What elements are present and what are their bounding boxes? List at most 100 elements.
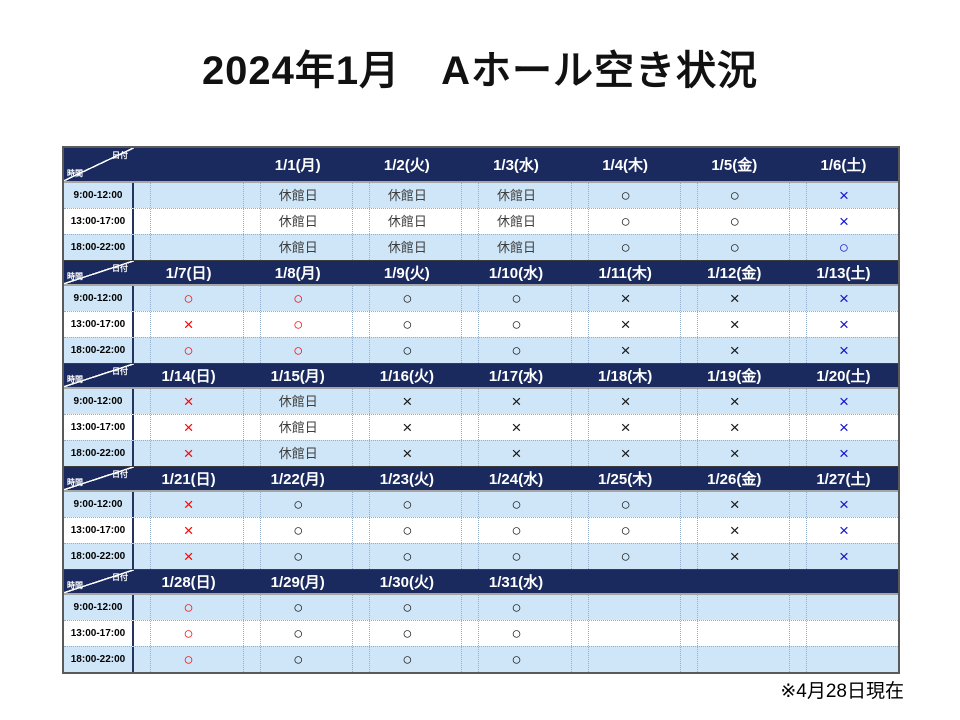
availability-cell: × xyxy=(570,415,680,440)
date-header: 1/20(土) xyxy=(816,368,871,385)
time-slot-label: 18:00-22:00 xyxy=(64,338,134,363)
date-header: 1/15(月) xyxy=(270,368,325,385)
time-slot-row: 18:00-22:00 × 休館日 × × × × × xyxy=(64,440,898,466)
availability-cell: × xyxy=(679,286,789,311)
availability-cell: × xyxy=(461,415,570,440)
date-header xyxy=(789,570,898,593)
week-header-row: 日付 時間 1/14(日) 1/15(月) 1/16(火) 1/17(水) 1/18(木) 1… xyxy=(64,363,898,389)
corner-cell: 日付時間 xyxy=(64,570,134,593)
corner-date-label: 日付 xyxy=(112,367,128,376)
time-slot-label: 13:00-17:00 xyxy=(64,415,134,440)
date-header: 1/24(水) xyxy=(488,471,544,488)
corner-cell: 日付 時間 xyxy=(64,467,134,490)
week-header-row: 日付 時間 1/1(月) 1/2(火) 1/3(水) 1/4(木) 1/5(金) 1/6(土) xyxy=(64,148,898,183)
availability-cell: ○ xyxy=(352,647,461,672)
time-slot-label: 18:00-22:00 xyxy=(64,441,134,466)
corner-cell: 日付 時間 xyxy=(64,261,134,284)
availability-cell: × xyxy=(679,518,789,543)
page-title: 2024年1月 Aホール空き状況 xyxy=(201,49,759,93)
time-slot-label: 13:00-17:00 xyxy=(64,209,134,234)
time-slot-row: 18:00-22:00 ○ ○ ○ ○ × × × xyxy=(64,337,898,363)
corner-time-label: 時間 xyxy=(67,169,83,178)
availability-cell: ○ xyxy=(134,286,243,311)
week-header-row: 日付 時間 1/7(日) 1/8(月) 1/9(火) 1/10(水) 1/11(木) 1/12… xyxy=(64,260,898,286)
availability-cell xyxy=(788,647,898,672)
availability-cell: × xyxy=(134,492,243,517)
availability-cell: ○ xyxy=(134,647,243,672)
availability-cell: ○ xyxy=(352,621,461,646)
availability-cell xyxy=(570,595,680,620)
availability-cell: × xyxy=(679,312,789,337)
time-slot-label: 13:00-17:00 xyxy=(64,312,134,337)
date-header: 1/11(木) xyxy=(598,265,652,282)
availability-cell: ○ xyxy=(461,647,570,672)
date-header: 1/8(月) xyxy=(274,265,321,282)
availability-cell: ○ xyxy=(679,183,789,208)
availability-cell: 休館日 xyxy=(461,235,570,260)
availability-cell: × xyxy=(679,492,789,517)
availability-cell: × xyxy=(570,312,680,337)
time-slot-label: 9:00-12:00 xyxy=(64,183,134,208)
availability-cell: 休館日 xyxy=(243,415,352,440)
availability-cell: ○ xyxy=(243,312,352,337)
availability-cell: ○ xyxy=(461,595,570,620)
availability-cell xyxy=(679,647,789,672)
date-header xyxy=(680,570,789,593)
date-header xyxy=(134,148,243,181)
availability-cell: 休館日 xyxy=(461,209,570,234)
corner-cell: 日付 時間 xyxy=(64,148,134,181)
availability-cell: × xyxy=(134,441,243,466)
availability-cell: ○ xyxy=(570,492,680,517)
time-slot-row: 18:00-22:00 ○ ○ ○ ○ xyxy=(64,646,898,672)
availability-cell: ○ xyxy=(461,492,570,517)
availability-cell: ○ xyxy=(352,492,461,517)
time-slot-label: 13:00-17:00 xyxy=(64,518,134,543)
availability-cell xyxy=(570,647,680,672)
availability-cell: × xyxy=(570,286,680,311)
week-header-row: 日付 時間 1/28(日) 1/29(月) 1/30(火) 1/31(水) xyxy=(64,569,898,595)
date-header: 1/7(日) xyxy=(165,265,212,282)
availability-cell: ○ xyxy=(461,518,570,543)
availability-cell: ○ xyxy=(352,595,461,620)
availability-cell: ○ xyxy=(243,338,352,363)
availability-cell: ○ xyxy=(243,544,352,569)
availability-cell xyxy=(134,209,243,234)
date-header: 1/26(金) xyxy=(707,471,762,488)
date-header: 1/6(土) xyxy=(820,157,867,174)
time-slot-label: 18:00-22:00 xyxy=(64,544,134,569)
availability-cell xyxy=(570,621,680,646)
availability-cell: × xyxy=(788,286,898,311)
availability-cell: ○ xyxy=(679,235,789,260)
time-slot-row: 18:00-22:00 休館日 休館日 休館日 ○ ○ ○ xyxy=(64,234,898,260)
date-header: 1/16(火) xyxy=(379,368,434,385)
date-header: 1/28(日) xyxy=(161,574,216,591)
availability-cell xyxy=(134,235,243,260)
availability-cell xyxy=(679,621,789,646)
availability-cell: ○ xyxy=(134,595,243,620)
availability-cell: ○ xyxy=(461,544,570,569)
availability-cell: 休館日 xyxy=(243,209,352,234)
availability-cell: × xyxy=(679,544,789,569)
date-header: 1/29(月) xyxy=(270,574,325,591)
availability-cell: ○ xyxy=(461,312,570,337)
availability-table: 日付 時間 1/1(月) 1/2(火) 1/3(水) 1/4(木) 1/5(金) 1/6(土)… xyxy=(62,146,900,674)
date-header: 1/1(月) xyxy=(274,157,321,174)
availability-cell: × xyxy=(788,312,898,337)
availability-cell xyxy=(788,621,898,646)
availability-cell: × xyxy=(570,389,680,414)
availability-cell: ○ xyxy=(243,518,352,543)
corner-date-label: 日付 xyxy=(112,573,128,582)
availability-cell: ○ xyxy=(461,621,570,646)
availability-cell: × xyxy=(352,415,461,440)
date-header: 1/13(土) xyxy=(816,265,871,282)
availability-cell: ○ xyxy=(134,338,243,363)
availability-cell: ○ xyxy=(352,312,461,337)
date-header: 1/18(木) xyxy=(598,368,653,385)
corner-time-label: 時間 xyxy=(67,581,83,590)
footnote-as-of-date: ※4月28日現在 xyxy=(780,681,904,702)
availability-cell: × xyxy=(134,544,243,569)
availability-cell: × xyxy=(788,492,898,517)
date-header: 1/22(月) xyxy=(270,471,325,488)
availability-cell: ○ xyxy=(352,518,461,543)
availability-cell: 休館日 xyxy=(243,441,352,466)
